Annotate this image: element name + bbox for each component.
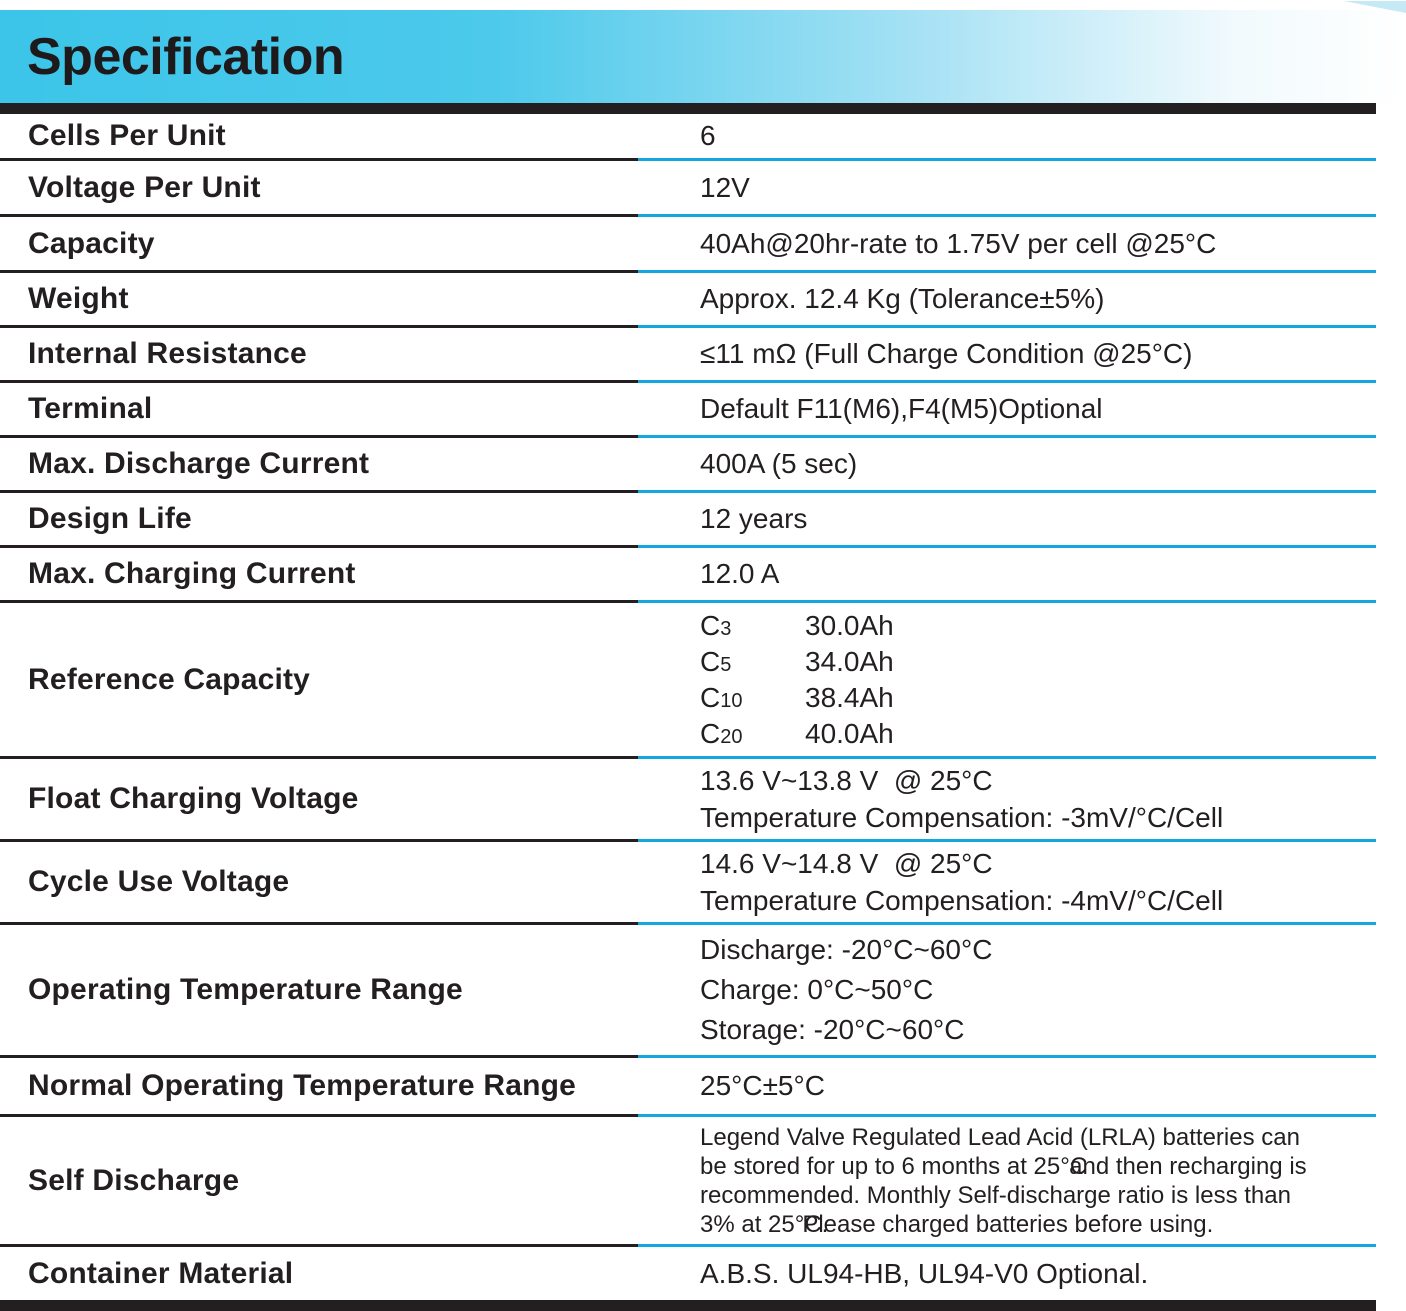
row-value: 12V xyxy=(638,161,1376,217)
row-value: 6 xyxy=(638,114,1376,161)
row-label: Self Discharge xyxy=(0,1117,638,1247)
header-rule xyxy=(0,103,1376,114)
row-value: 25°C±5°C xyxy=(638,1058,1376,1117)
row-value: 14.6 V~14.8 V @ 25°C Temperature Compens… xyxy=(638,842,1376,925)
reference-capacity-entry: C5 34.0Ah xyxy=(700,645,894,677)
row-container-material: Container Material A.B.S. UL94-HB, UL94-… xyxy=(0,1247,1376,1300)
row-value: 400A (5 sec) xyxy=(638,438,1376,493)
row-value: ≤11 mΩ (Full Charge Condition @25°C) xyxy=(638,328,1376,383)
page-title: Specification xyxy=(27,27,345,86)
row-weight: Weight Approx. 12.4 Kg (Tolerance±5%) xyxy=(0,273,1376,328)
row-value: 40Ah@20hr-rate to 1.75V per cell @25°C xyxy=(638,217,1376,273)
row-label: Float Charging Voltage xyxy=(0,759,638,842)
row-label: Capacity xyxy=(0,217,638,273)
row-label: Cycle Use Voltage xyxy=(0,842,638,925)
row-value: Discharge: -20°C~60°C Charge: 0°C~50°C S… xyxy=(638,925,1376,1058)
row-cells-per-unit: Cells Per Unit 6 xyxy=(0,114,1376,161)
row-value: Default F11(M6),F4(M5)Optional xyxy=(638,383,1376,438)
row-capacity: Capacity 40Ah@20hr-rate to 1.75V per cel… xyxy=(0,217,1376,273)
row-value: 12 years xyxy=(638,493,1376,548)
row-terminal: Terminal Default F11(M6),F4(M5)Optional xyxy=(0,383,1376,438)
row-value: Legend Valve Regulated Lead Acid (LRLA) … xyxy=(638,1117,1376,1247)
row-max-charging-current: Max. Charging Current 12.0 A xyxy=(0,548,1376,603)
row-label: Terminal xyxy=(0,383,638,438)
row-operating-temperature-range: Operating Temperature Range Discharge: -… xyxy=(0,925,1376,1058)
reference-capacity-entry: C10 38.4Ah xyxy=(700,681,894,713)
row-label: Max. Discharge Current xyxy=(0,438,638,493)
row-self-discharge: Self Discharge Legend Valve Regulated Le… xyxy=(0,1117,1376,1247)
row-max-discharge-current: Max. Discharge Current 400A (5 sec) xyxy=(0,438,1376,493)
row-label: Reference Capacity xyxy=(0,603,638,759)
row-cycle-use-voltage: Cycle Use Voltage 14.6 V~14.8 V @ 25°C T… xyxy=(0,842,1376,925)
row-label: Voltage Per Unit xyxy=(0,161,638,217)
row-label: Normal Operating Temperature Range xyxy=(0,1058,638,1117)
spec-header: Specification xyxy=(0,10,1406,103)
row-value: A.B.S. UL94-HB, UL94-V0 Optional. xyxy=(700,1257,1149,1289)
spec-table: Cells Per Unit 6 Voltage Per Unit 12V Ca… xyxy=(0,114,1376,1300)
row-float-charging-voltage: Float Charging Voltage 13.6 V~13.8 V @ 2… xyxy=(0,759,1376,842)
row-value: C3 30.0Ah C5 34.0Ah C10 38.4Ah C20 40.0A… xyxy=(638,603,1376,759)
reference-capacity-entry: C3 30.0Ah xyxy=(700,609,894,641)
row-label: Cells Per Unit xyxy=(0,114,638,161)
row-label: Internal Resistance xyxy=(0,328,638,383)
row-normal-operating-temperature-range: Normal Operating Temperature Range 25°C±… xyxy=(0,1058,1376,1117)
row-voltage-per-unit: Voltage Per Unit 12V xyxy=(0,161,1376,217)
top-margin xyxy=(0,0,1406,10)
reference-capacity-entry: C20 40.0Ah xyxy=(700,717,894,749)
row-label: Container Material xyxy=(28,1256,294,1290)
row-value: 13.6 V~13.8 V @ 25°C Temperature Compens… xyxy=(638,759,1376,842)
footer-rule xyxy=(0,1300,1376,1311)
row-value: Approx. 12.4 Kg (Tolerance±5%) xyxy=(638,273,1376,328)
row-design-life: Design Life 12 years xyxy=(0,493,1376,548)
row-reference-capacity: Reference Capacity C3 30.0Ah C5 34.0Ah C… xyxy=(0,603,1376,759)
row-label: Max. Charging Current xyxy=(0,548,638,603)
row-internal-resistance: Internal Resistance ≤11 mΩ (Full Charge … xyxy=(0,328,1376,383)
row-label: Design Life xyxy=(0,493,638,548)
row-value: 12.0 A xyxy=(638,548,1376,603)
row-label: Operating Temperature Range xyxy=(0,925,638,1058)
row-label: Weight xyxy=(0,273,638,328)
